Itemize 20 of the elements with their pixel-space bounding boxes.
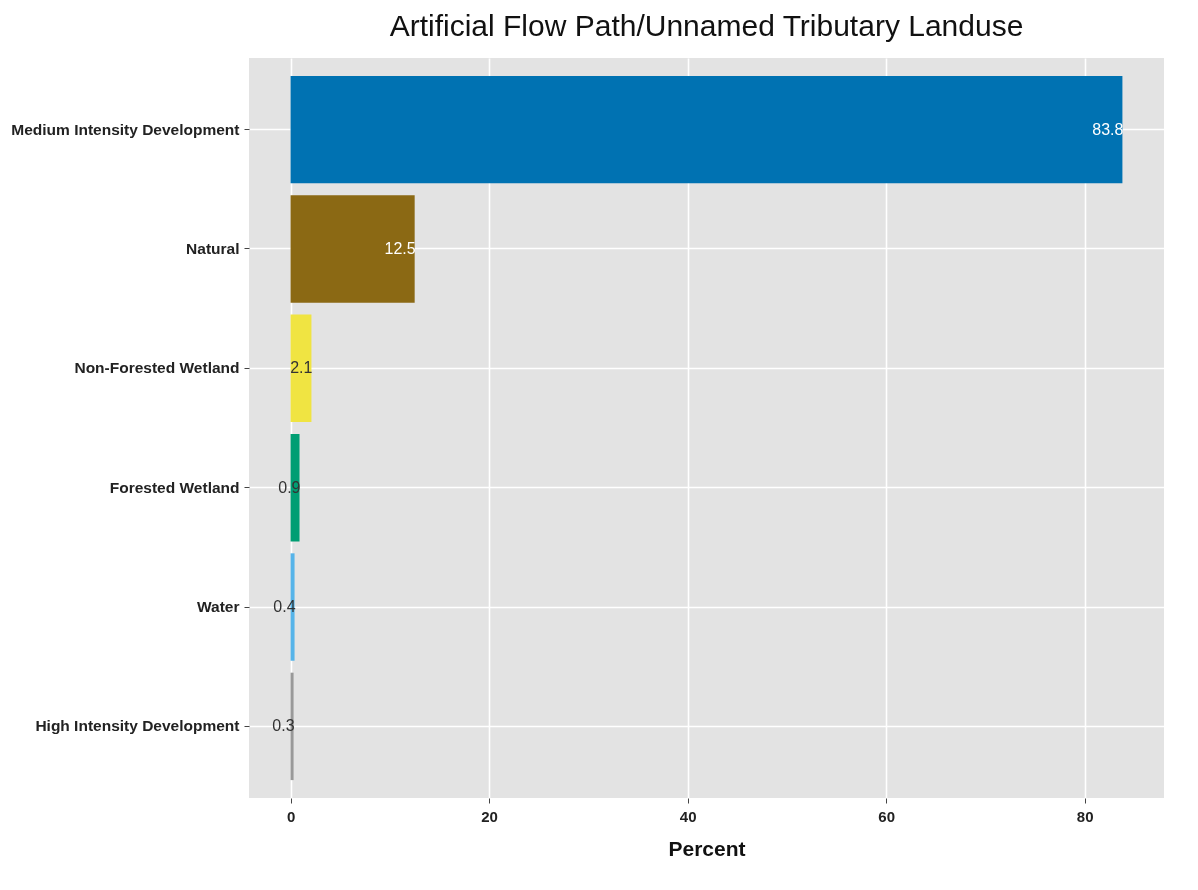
y-tick-label: Medium Intensity Development bbox=[11, 120, 240, 138]
data-label: 0.3 bbox=[272, 717, 295, 735]
x-tick-label: 0 bbox=[286, 807, 296, 825]
y-tick-label: Water bbox=[197, 598, 240, 616]
data-label: 2.1 bbox=[290, 359, 313, 377]
bar bbox=[290, 195, 415, 303]
x-axis-title: Percent bbox=[668, 836, 746, 860]
bar bbox=[290, 314, 312, 423]
chart-title: Artificial Flow Path/Unnamed Tributary Landuse bbox=[389, 9, 1024, 42]
x-tick-label: 20 bbox=[481, 807, 498, 825]
y-tick-label: Natural bbox=[186, 239, 240, 257]
data-label: 12.5 bbox=[384, 239, 416, 257]
data-label: 83.8 bbox=[1092, 120, 1124, 138]
x-tick-label: 80 bbox=[1076, 807, 1094, 825]
y-tick-label: Forested Wetland bbox=[109, 478, 240, 496]
bar bbox=[290, 75, 1123, 184]
y-tick-label: Non-Forested Wetland bbox=[74, 359, 240, 377]
x-tick-label: 60 bbox=[878, 807, 896, 825]
x-tick-label: 40 bbox=[679, 807, 697, 825]
y-tick-label: High Intensity Development bbox=[35, 717, 240, 735]
